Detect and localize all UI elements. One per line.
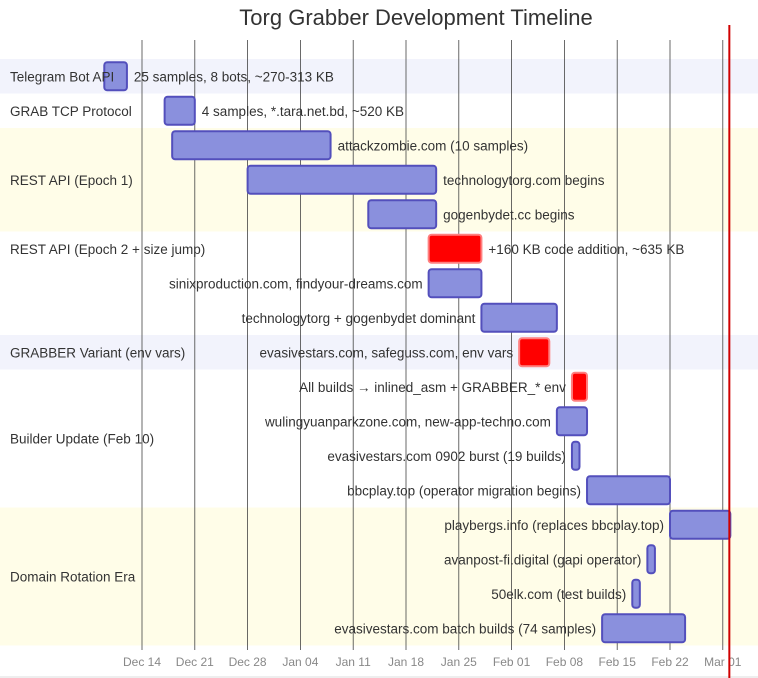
x-tick-label: Mar 01 <box>704 655 742 669</box>
task-label: 50elk.com (test builds) <box>491 587 626 602</box>
task-bar <box>480 302 558 333</box>
section-labels: Telegram Bot API GRAB TCP Protocol REST AP… <box>10 69 205 584</box>
x-tick-label: Feb 15 <box>599 655 637 669</box>
x-tick-label: Dec 14 <box>123 655 161 669</box>
task-bar <box>601 613 687 644</box>
critical-task-bar <box>570 371 589 402</box>
task-bar <box>171 130 332 161</box>
task-bar <box>367 199 438 230</box>
task-bar <box>103 61 128 92</box>
task-label: evasivestars.com 0902 burst (19 builds) <box>327 449 566 464</box>
task-label: attackzombie.com (10 samples) <box>338 138 529 153</box>
chart-title: Torg Grabber Development Timeline <box>239 5 592 30</box>
task-label: 4 samples, *.tara.net.bd, ~520 KB <box>202 104 404 119</box>
task-label: +160 KB code addition, ~635 KB <box>488 242 684 257</box>
task-bar <box>570 440 581 471</box>
task-bars: 25 samples, 8 bots, ~270-313 KB 4 samples… <box>103 61 732 644</box>
task-bar <box>586 475 671 506</box>
task-label: gogenbydet.cc begins <box>443 207 575 222</box>
x-tick-label: Dec 21 <box>176 655 214 669</box>
section-label: REST API (Epoch 1) <box>10 173 133 188</box>
task-label: bbcplay.top (operator migration begins) <box>347 483 581 498</box>
section-label: Domain Rotation Era <box>10 570 136 585</box>
task-label: 25 samples, 8 bots, ~270-313 KB <box>134 69 334 84</box>
x-tick-label: Jan 04 <box>282 655 318 669</box>
x-tick-label: Feb 08 <box>546 655 584 669</box>
x-tick-label: Feb 22 <box>651 655 689 669</box>
section-band <box>0 93 758 128</box>
task-bar <box>427 268 483 299</box>
x-tick-label: Jan 25 <box>441 655 477 669</box>
task-label: playbergs.info (replaces bbcplay.top) <box>444 518 664 533</box>
x-axis: Dec 14 Dec 21 Dec 28 Jan 04 Jan 11 Jan 18 Jan … <box>0 25 758 678</box>
critical-task-bar <box>518 337 551 368</box>
task-label: evasivestars.com batch builds (74 sample… <box>334 621 596 636</box>
task-bar <box>631 578 641 609</box>
task-label: sinixproduction.com, findyour-dreams.com <box>169 276 423 291</box>
x-tick-label: Dec 28 <box>229 655 267 669</box>
task-bar <box>669 509 732 540</box>
section-band <box>0 231 758 335</box>
section-bands <box>0 59 758 646</box>
x-tick-label: Jan 18 <box>388 655 424 669</box>
task-label: technologytorg.com begins <box>443 173 605 188</box>
task-label: evasivestars.com, safeguss.com, env vars <box>260 345 514 360</box>
section-label: GRAB TCP Protocol <box>10 104 132 119</box>
section-band <box>0 335 758 370</box>
task-bar <box>163 95 196 126</box>
task-bar <box>646 544 656 575</box>
x-tick-label: Jan 11 <box>336 655 371 669</box>
section-label: GRABBER Variant (env vars) <box>10 345 185 360</box>
section-label: Telegram Bot API <box>10 69 114 84</box>
task-label: All builds → inlined_asm + GRABBER_* env <box>299 380 566 395</box>
x-tick-label: Feb 01 <box>493 655 531 669</box>
task-label: avanpost-fi.digital (gapi operator) <box>444 552 641 567</box>
section-label: Builder Update (Feb 10) <box>10 432 154 447</box>
task-bar <box>246 164 438 195</box>
critical-task-bar <box>427 233 483 264</box>
task-bar <box>555 406 589 437</box>
task-label: technologytorg + gogenbydet dominant <box>242 311 476 326</box>
task-label: wulingyuanparkzone.com, new-app-techno.c… <box>264 414 551 429</box>
section-label: REST API (Epoch 2 + size jump) <box>10 242 205 257</box>
